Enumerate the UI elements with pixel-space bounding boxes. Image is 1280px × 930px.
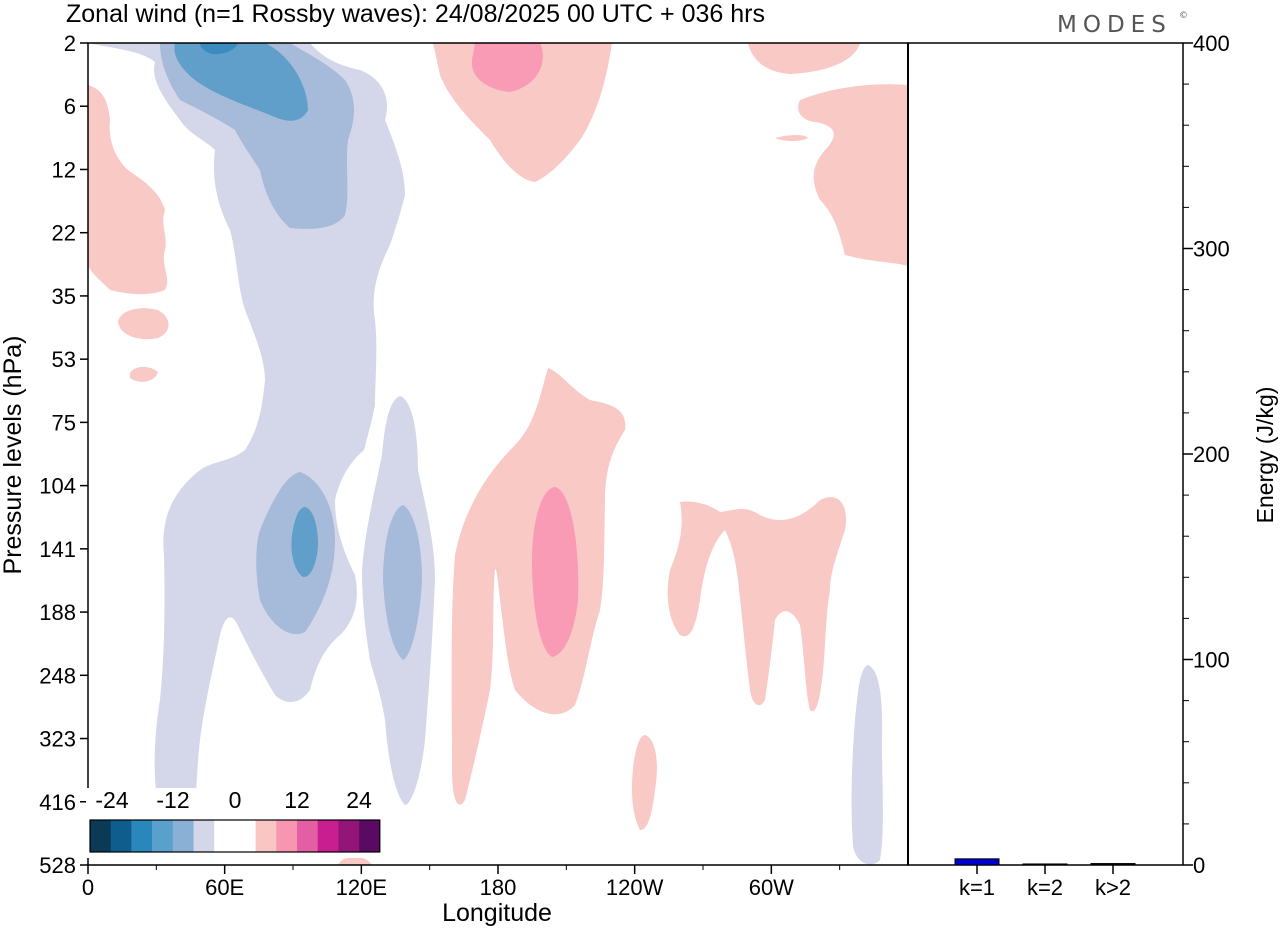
- colorbar-swatch: [214, 820, 236, 852]
- longitude-tick-label: 60W: [749, 875, 794, 900]
- pressure-tick-label: 323: [39, 727, 76, 752]
- y-axis-label: Pressure levels (hPa): [0, 336, 27, 575]
- contour-plot-area: [87, 42, 909, 866]
- pressure-tick-label: 141: [39, 537, 76, 562]
- colorbar-legend: -24 -12 0 12 24: [86, 787, 384, 858]
- colorbar-swatch: [359, 820, 381, 852]
- chart-title: Zonal wind (n=1 Rossby waves): 24/08/202…: [66, 0, 765, 28]
- colorbar-tick-label: 0: [229, 787, 242, 813]
- easterly-region-lower-right: [851, 665, 883, 865]
- pressure-tick-label: 53: [52, 347, 76, 372]
- colorbar-swatch: [193, 820, 215, 852]
- westerly-peak-upper: [471, 43, 543, 92]
- pressure-axis: 2 6 12 22 35 53 75 104 141 188 248 323 416 528: [39, 31, 88, 878]
- colorbar-frame: [89, 819, 381, 853]
- pressure-tick-label: 104: [39, 474, 76, 499]
- longitude-tick-label: 0: [82, 875, 94, 900]
- pressure-tick-label: 248: [39, 663, 76, 688]
- westerly-peak-mid: [532, 487, 579, 657]
- colorbar-swatch: [131, 820, 153, 852]
- energy-tick-label: 300: [1193, 237, 1230, 262]
- energy-category-label: k>2: [1095, 875, 1131, 900]
- longitude-tick-label: 180: [480, 875, 517, 900]
- westerly-region-mid-right: [667, 497, 846, 712]
- colorbar-swatch: [338, 820, 360, 852]
- energy-bar: [1022, 863, 1068, 866]
- easterly-strong-upper: [174, 43, 308, 121]
- colorbar-swatch: [90, 820, 111, 852]
- energy-category-label: k=1: [959, 875, 995, 900]
- westerly-region-bottom-sliver: [338, 856, 372, 865]
- modes-logo: MODES: [1057, 12, 1172, 38]
- westerly-region-lower-spot: [632, 735, 657, 830]
- x-axis-label: Longitude: [442, 899, 552, 927]
- pressure-tick-label: 528: [39, 853, 76, 878]
- energy-tick-label: 100: [1193, 648, 1230, 673]
- energy-category-label: k=2: [1027, 875, 1063, 900]
- easterly-inner-upper: [160, 43, 354, 229]
- energy-bar: [1090, 863, 1136, 866]
- easterly-inner-mid-right: [383, 505, 422, 660]
- pressure-tick-label: 22: [52, 221, 76, 246]
- modes-logo-mark: ©: [1179, 11, 1194, 21]
- energy-bar-panel: [907, 42, 1184, 866]
- energy-tick-label: 400: [1193, 31, 1230, 56]
- pressure-tick-label: 75: [52, 410, 76, 435]
- colorbar-swatch: [255, 820, 277, 852]
- energy-bars: k=1 k=2 k>2: [954, 858, 1136, 900]
- easterly-region-upper-band: [88, 43, 405, 837]
- colorbar-tick-label: -12: [156, 787, 189, 813]
- westerly-region-upper-far-right: [798, 84, 908, 266]
- longitude-axis: 0 60E 120E 180 120W 60W: [82, 865, 841, 900]
- westerly-region-left-edge: [88, 85, 168, 295]
- colorbar-swatch: [172, 820, 194, 852]
- easterly-strong-mid: [291, 507, 318, 578]
- longitude-tick-label: 120W: [606, 875, 664, 900]
- energy-axis-label: Energy (J/kg): [1252, 387, 1278, 524]
- colorbar-swatch: [152, 820, 174, 852]
- pressure-tick-label: 6: [64, 94, 76, 119]
- energy-bar: [954, 858, 1000, 866]
- pressure-tick-label: 416: [39, 790, 76, 815]
- westerly-region-upper-right: [748, 43, 860, 74]
- pressure-tick-label: 188: [39, 600, 76, 625]
- colorbar-tick-label: -24: [95, 787, 128, 813]
- westerly-region-blob-53: [130, 366, 158, 382]
- pressure-tick-label: 35: [52, 284, 76, 309]
- pressure-tick-label: 2: [64, 31, 76, 56]
- westerly-region-thin-streak: [775, 135, 808, 141]
- colorbar-swatch: [317, 820, 339, 852]
- colorbar-swatch: [110, 820, 132, 852]
- longitude-tick-label: 120E: [336, 875, 387, 900]
- colorbar-swatch: [234, 820, 256, 852]
- contour-frame: [87, 42, 909, 866]
- energy-tick-label: 200: [1193, 442, 1230, 467]
- westerly-region-blob-35: [118, 308, 169, 340]
- colorbar-tick-label: 12: [284, 787, 310, 813]
- longitude-tick-label: 60E: [205, 875, 244, 900]
- colorbar-tick-label: 24: [346, 787, 372, 813]
- easterly-peak-upper: [200, 43, 238, 55]
- colorbar-swatch: [276, 820, 298, 852]
- energy-axis: 0 100 200 300 400: [1183, 31, 1230, 878]
- colorbar-swatch: [297, 820, 318, 852]
- pressure-tick-label: 12: [52, 157, 76, 182]
- energy-tick-label: 0: [1193, 853, 1205, 878]
